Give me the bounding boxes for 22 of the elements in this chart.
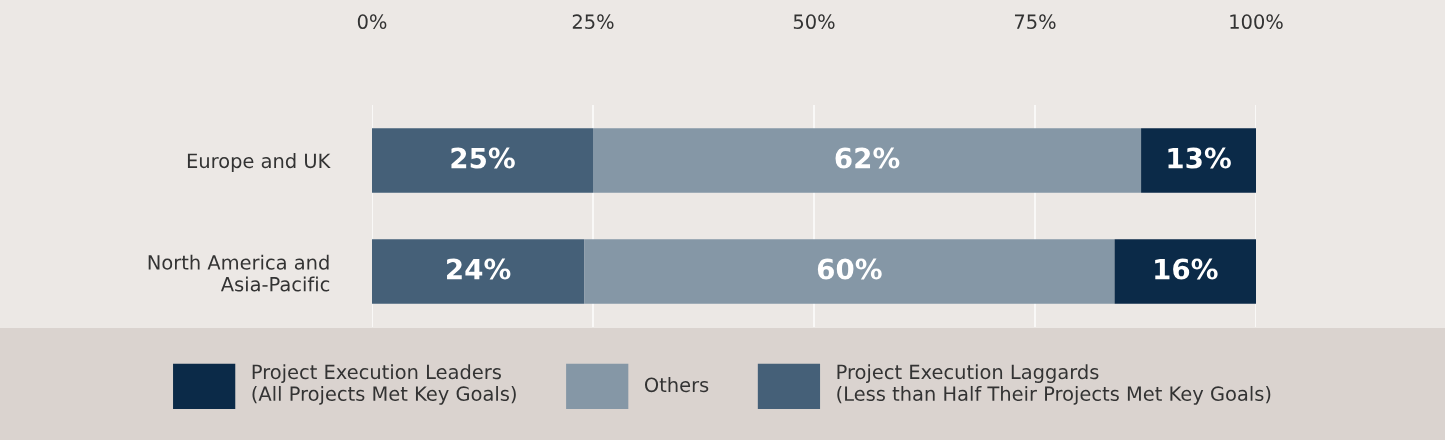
y-tick-label: North America and Asia-Pacific (148, 254, 330, 292)
x-tick-label: 100% (1230, 14, 1283, 30)
x-tick-label: 75% (1014, 14, 1056, 30)
bar (1141, 128, 1256, 193)
bar (1114, 239, 1256, 304)
x-tick-label: 50% (793, 14, 835, 30)
data-label: 60% (817, 258, 882, 280)
data-label: 13% (1168, 147, 1231, 169)
data-label: 24% (447, 258, 511, 280)
data-label: 16% (1155, 258, 1218, 280)
legend-label: Others (644, 377, 709, 393)
legend-label: Project Execution Laggards (Less than Half Their Projects Met Key Goals) (837, 364, 1271, 405)
y-tick-label: Europe and UK (187, 153, 331, 172)
bar (372, 239, 585, 304)
bar (593, 128, 1142, 193)
x-tick-label: 0% (357, 14, 387, 30)
data-label: 25% (451, 147, 515, 169)
legend-label: Project Execution Leaders (All Projects Met Key Goals) (252, 364, 516, 405)
bar (584, 239, 1115, 304)
x-tick-label: 25% (572, 14, 614, 30)
data-label: 62% (835, 147, 900, 169)
bar (372, 128, 593, 193)
